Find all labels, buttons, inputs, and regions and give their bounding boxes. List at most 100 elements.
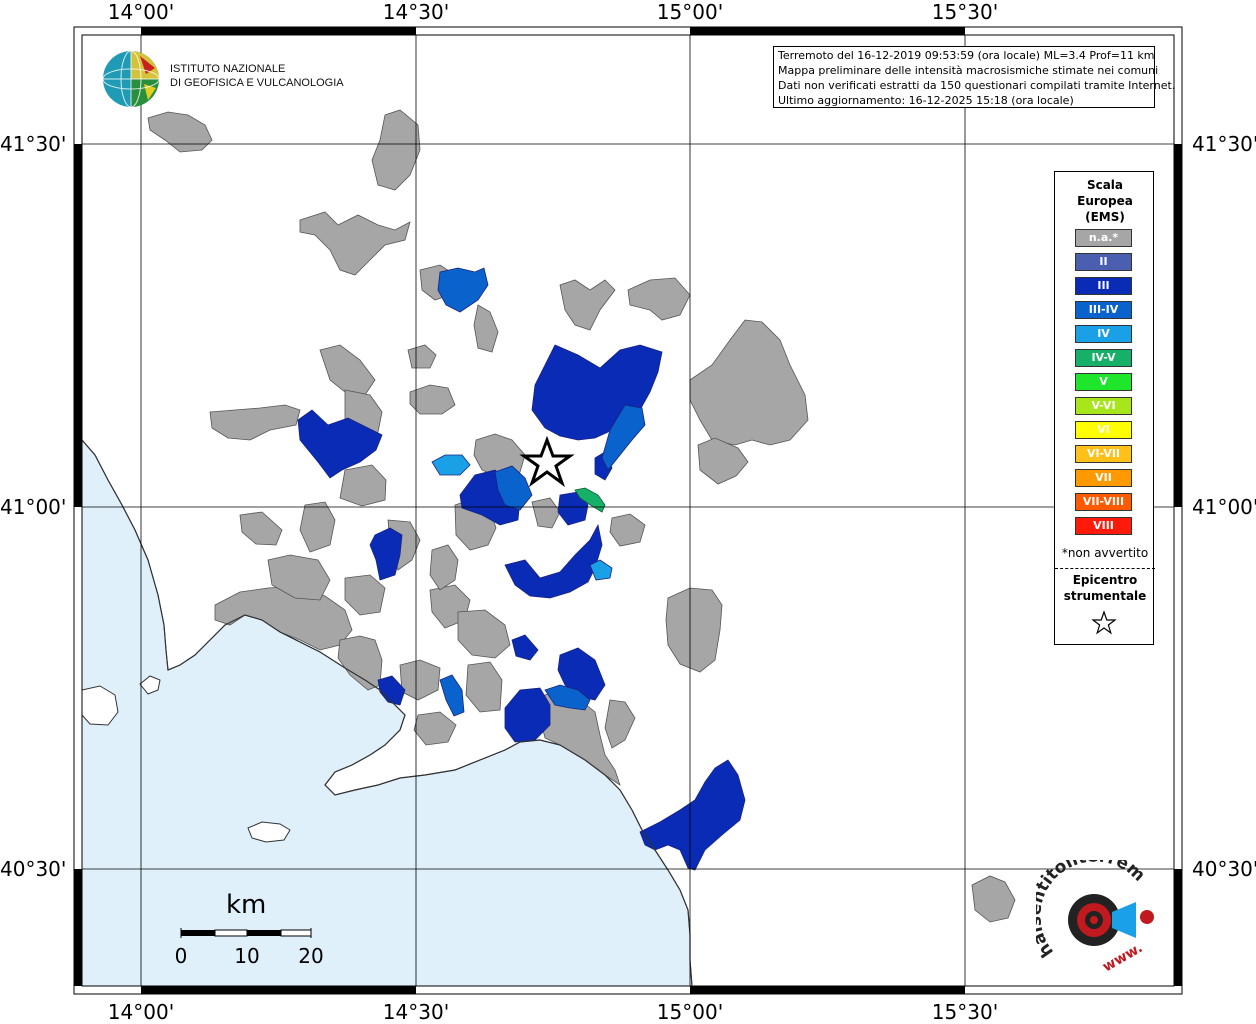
legend-epicenter-title: Epicentro strumentale [1055, 572, 1155, 604]
lon-tick-bottom: 14°30' [382, 1000, 450, 1024]
scale-label: 20 [298, 944, 324, 968]
logo-line2: DI GEOFISICA E VULCANOLOGIA [170, 77, 344, 89]
municipality-na [627, 277, 691, 321]
scale-bar-graphic [180, 928, 312, 938]
event-info-line: Mappa preliminare delle intensità macros… [778, 64, 1159, 77]
event-info-line: Ultimo aggiornamento: 16-12-2025 15:18 (… [778, 94, 1074, 107]
municipality-na [299, 501, 336, 553]
municipality-na [559, 279, 616, 331]
municipality-na [971, 875, 1016, 923]
lat-tick-right: 41°30' [1192, 132, 1256, 156]
ingv-logo: ISTITUTO NAZIONALE DI GEOFISICA E VULCAN… [100, 48, 344, 110]
lat-tick-right: 40°30' [1192, 857, 1256, 881]
municipality-na [465, 661, 503, 713]
municipality-na [239, 511, 283, 546]
legend-swatch: V-VI [1075, 397, 1132, 415]
lat-tick-left: 40°30' [0, 857, 67, 881]
municipality-na [473, 304, 499, 353]
epicenter-star [519, 435, 575, 488]
island-capri-coast [82, 685, 119, 726]
lon-tick-bottom: 14°00' [107, 1000, 175, 1024]
legend-swatch: IV-V [1075, 349, 1132, 367]
municipality-na [689, 319, 809, 446]
municipality-intensity-iii-iv [494, 465, 533, 511]
municipality-na [604, 699, 636, 749]
scale-unit: km [226, 890, 267, 920]
municipality-na [697, 437, 749, 485]
legend-swatch: III [1075, 277, 1132, 295]
ems-legend: Scala Europea (EMS) n.a.* II III III-IV IV IV… [1054, 171, 1155, 645]
legend-swatch: III-IV [1075, 301, 1132, 319]
legend-title-line: Europea [1077, 194, 1133, 208]
legend-divider [1055, 568, 1155, 569]
municipality-na [339, 464, 387, 507]
municipality-intensity-iv-v [574, 487, 606, 513]
legend-swatch: VII [1075, 469, 1132, 487]
legend-swatch: IV [1075, 325, 1132, 343]
municipality-na [429, 544, 459, 591]
municipality-na [344, 574, 386, 616]
lat-tick-left: 41°00' [0, 495, 67, 519]
map-frame [73, 26, 1183, 995]
legend-swatch: VII-VIII [1075, 493, 1132, 511]
scale-bar: km 0 10 20 [170, 890, 340, 970]
legend-swatch: II [1075, 253, 1132, 271]
municipality-intensity-iii [504, 523, 603, 599]
hst-logo: haisentitoilterremoto.it www. [1036, 860, 1154, 975]
municipality-intensity-iv [589, 559, 613, 581]
event-info-line: Terremoto del 16-12-2019 09:53:59 (ora l… [778, 49, 1155, 62]
municipality-na [457, 609, 511, 659]
lon-tick-top: 14°00' [107, 0, 175, 24]
municipality-intensity-iii [369, 527, 403, 581]
island-procida [139, 675, 161, 695]
municipality-intensity-iii [504, 687, 551, 743]
legend-swatch: VI-VII [1075, 445, 1132, 463]
event-info-line: Dati non verificati estratti da 150 ques… [778, 79, 1176, 92]
legend-swatch: VI [1075, 421, 1132, 439]
lon-tick-top: 15°00' [656, 0, 724, 24]
municipality-na [531, 497, 561, 529]
coastline [82, 439, 693, 986]
legend-title-line: (EMS) [1085, 210, 1125, 224]
municipality-intensity-iii [639, 759, 746, 871]
legend-epicenter-line: strumentale [1063, 589, 1147, 603]
municipality-na [147, 111, 213, 153]
legend-swatch: VIII [1075, 517, 1132, 535]
municipality-na [371, 109, 421, 191]
graticule [82, 35, 1174, 986]
municipality-intensity-iii [297, 409, 383, 479]
legend-swatch: n.a.* [1075, 229, 1132, 247]
island-ischia [247, 821, 291, 843]
municipality-na [407, 344, 437, 369]
lat-tick-right: 41°00' [1192, 495, 1256, 519]
globe-icon [102, 50, 160, 108]
legend-title: Scala Europea (EMS) [1055, 177, 1155, 225]
municipality-na [665, 587, 723, 673]
event-info-box: Terremoto del 16-12-2019 09:53:59 (ora l… [773, 46, 1176, 108]
legend-title-line: Scala [1086, 178, 1124, 192]
municipality-intensity-iii-iv [601, 404, 646, 471]
municipality-na [299, 211, 411, 276]
municipality-intensity-iii-iv [439, 674, 465, 717]
municipality-na [413, 711, 457, 746]
lon-tick-top: 14°30' [382, 0, 450, 24]
municipality-na [609, 513, 646, 547]
municipality-intensity-iii [557, 647, 606, 701]
hst-www: www. [1100, 940, 1145, 975]
lon-tick-top: 15°30' [931, 0, 999, 24]
legend-na-note: *non avvertito [1061, 546, 1149, 560]
logo-line1: ISTITUTO NAZIONALE [170, 63, 286, 75]
legend-epicenter-line: Epicentro [1072, 573, 1138, 587]
legend-swatch: V [1075, 373, 1132, 391]
scale-label: 10 [234, 944, 260, 968]
epicenter-star-icon [1091, 610, 1117, 635]
municipality-intensity-iii-iv [437, 267, 489, 313]
lon-tick-bottom: 15°00' [656, 1000, 724, 1024]
municipality-na [409, 384, 456, 415]
municipality-na [267, 554, 331, 601]
municipality-intensity-iii-iv [544, 684, 591, 711]
lon-tick-bottom: 15°30' [931, 1000, 999, 1024]
municipality-na [209, 404, 301, 441]
lat-tick-left: 41°30' [0, 132, 67, 156]
